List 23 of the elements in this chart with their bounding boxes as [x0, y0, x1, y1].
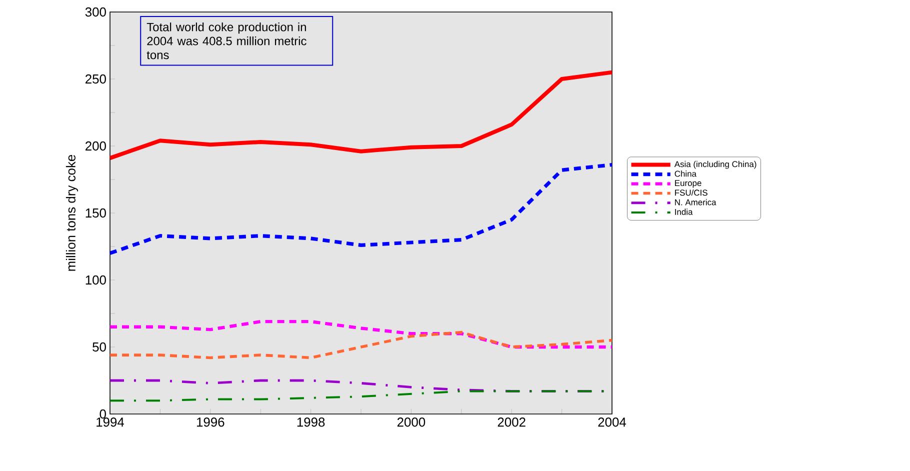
- y-tick-label: 0: [100, 409, 106, 419]
- y-tick-label: 100: [86, 275, 106, 285]
- y-axis-title: million tons dry coke: [66, 154, 78, 271]
- x-tick-label: 2000: [397, 418, 426, 427]
- legend-label: Asia (including China): [674, 160, 756, 169]
- legend-label: N. America: [675, 199, 716, 206]
- annotation: Total world coke production in 2004 was 408.5 million metric tons: [146, 22, 306, 60]
- y-tick-label: 250: [86, 74, 106, 84]
- line-series: [108, 70, 614, 160]
- x-tick-label: 1998: [297, 418, 325, 427]
- line-series: [108, 330, 614, 360]
- y-tick-label: 200: [86, 141, 106, 151]
- legend-label: Europe: [675, 180, 702, 188]
- legend-label: India: [675, 208, 693, 215]
- x-tick-label: 2002: [498, 418, 526, 427]
- y-tick-label: 150: [86, 208, 106, 218]
- x-tick-label: 1996: [196, 418, 224, 427]
- x-tick-label: 1994: [96, 418, 124, 427]
- y-tick-label: 50: [92, 342, 106, 352]
- legend-label: FSU/CIS: [675, 189, 708, 196]
- x-tick-label: 2004: [598, 418, 626, 427]
- y-tick-label: 300: [85, 7, 106, 17]
- legend-label: China: [674, 170, 696, 177]
